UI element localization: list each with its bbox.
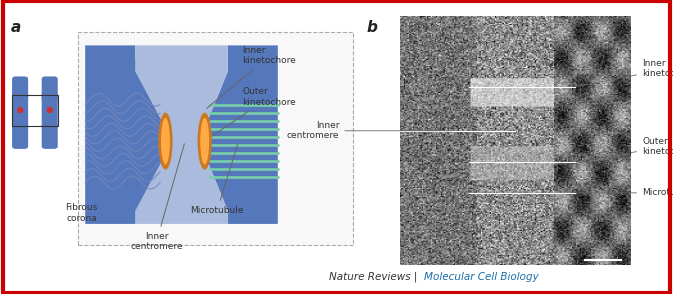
Text: Inner
centromere: Inner centromere <box>131 144 184 251</box>
Ellipse shape <box>17 107 24 113</box>
Ellipse shape <box>161 118 170 164</box>
FancyBboxPatch shape <box>12 123 28 149</box>
Text: Fibrous
corona: Fibrous corona <box>65 203 98 223</box>
Ellipse shape <box>46 107 53 113</box>
Bar <box>78 32 353 245</box>
Polygon shape <box>85 45 166 224</box>
Text: a: a <box>10 19 21 34</box>
Text: Inner
centromere: Inner centromere <box>287 121 452 141</box>
Text: Inner
kinetochore: Inner kinetochore <box>578 59 673 86</box>
FancyBboxPatch shape <box>42 76 58 102</box>
FancyBboxPatch shape <box>12 92 28 128</box>
Text: Outer
kinetochore: Outer kinetochore <box>578 137 673 161</box>
FancyBboxPatch shape <box>12 76 28 102</box>
FancyBboxPatch shape <box>42 123 58 149</box>
Ellipse shape <box>201 118 209 164</box>
FancyBboxPatch shape <box>42 92 58 128</box>
Polygon shape <box>135 45 228 224</box>
Polygon shape <box>205 45 278 224</box>
Text: Inner
kinetochore: Inner kinetochore <box>207 46 296 108</box>
Ellipse shape <box>158 113 172 170</box>
Text: Microtubule: Microtubule <box>190 144 244 215</box>
Ellipse shape <box>198 113 212 170</box>
Bar <box>12 95 59 126</box>
Text: Outer
kinetochore: Outer kinetochore <box>207 87 296 140</box>
Text: Nature Reviews |: Nature Reviews | <box>329 272 417 282</box>
Text: Molecular Cell Biology: Molecular Cell Biology <box>424 272 539 282</box>
Text: Microtubule: Microtubule <box>578 188 673 197</box>
Text: b: b <box>366 19 378 34</box>
